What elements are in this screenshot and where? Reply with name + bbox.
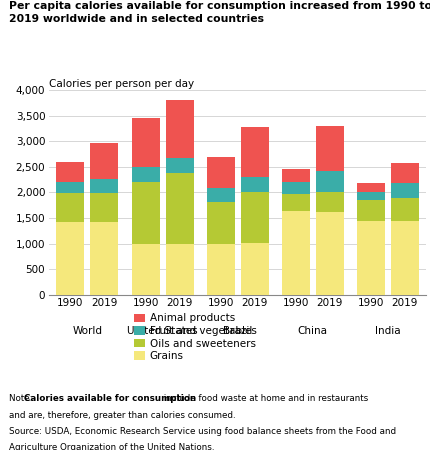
Bar xyxy=(240,193,269,243)
Bar xyxy=(132,118,160,167)
Bar xyxy=(132,167,160,182)
Bar xyxy=(90,193,119,222)
Text: India: India xyxy=(375,327,400,337)
Text: include food waste at home and in restaurants: include food waste at home and in restau… xyxy=(161,394,368,403)
Bar xyxy=(316,192,344,212)
Bar xyxy=(282,169,310,182)
Text: and are, therefore, greater than calories consumed.: and are, therefore, greater than calorie… xyxy=(9,411,235,420)
Bar xyxy=(166,173,194,243)
Bar xyxy=(166,100,194,158)
Bar xyxy=(56,194,84,221)
Bar xyxy=(282,212,310,295)
Bar xyxy=(356,200,385,221)
Text: 2019 worldwide and in selected countries: 2019 worldwide and in selected countries xyxy=(9,14,264,24)
Text: China: China xyxy=(298,327,328,337)
Bar xyxy=(56,162,84,182)
Bar xyxy=(90,143,119,179)
Bar xyxy=(282,194,310,212)
Bar xyxy=(356,183,385,192)
Text: Note:: Note: xyxy=(9,394,35,403)
Bar xyxy=(391,198,419,221)
Bar xyxy=(206,243,235,295)
Bar xyxy=(206,188,235,202)
Bar xyxy=(132,182,160,243)
Text: World: World xyxy=(73,327,102,337)
Bar xyxy=(240,176,269,193)
Bar xyxy=(56,221,84,295)
Text: United States: United States xyxy=(127,327,198,337)
Bar xyxy=(316,212,344,295)
Bar xyxy=(240,243,269,295)
Text: Brazil: Brazil xyxy=(223,327,252,337)
Bar xyxy=(316,171,344,192)
Bar xyxy=(391,221,419,295)
Bar xyxy=(166,243,194,295)
Bar xyxy=(391,183,419,198)
Bar xyxy=(166,158,194,173)
Bar xyxy=(356,221,385,295)
Bar xyxy=(206,157,235,188)
Text: Calories per person per day: Calories per person per day xyxy=(49,79,194,89)
Legend: Animal products, Fruit and vegetables, Oils and sweeteners, Grains: Animal products, Fruit and vegetables, O… xyxy=(134,314,257,361)
Bar xyxy=(90,222,119,295)
Text: Source: USDA, Economic Research Service using food balance sheets from the Food : Source: USDA, Economic Research Service … xyxy=(9,428,396,436)
Bar xyxy=(206,202,235,243)
Text: Per capita calories available for consumption increased from 1990 to: Per capita calories available for consum… xyxy=(9,1,430,11)
Bar xyxy=(132,243,160,295)
Bar xyxy=(356,192,385,200)
Bar xyxy=(316,126,344,171)
Bar xyxy=(90,179,119,193)
Text: Agriculture Organization of the United Nations.: Agriculture Organization of the United N… xyxy=(9,443,214,450)
Bar xyxy=(56,182,84,194)
Text: Calories available for consumption: Calories available for consumption xyxy=(24,394,196,403)
Bar xyxy=(240,127,269,176)
Bar xyxy=(391,163,419,183)
Bar xyxy=(282,182,310,194)
